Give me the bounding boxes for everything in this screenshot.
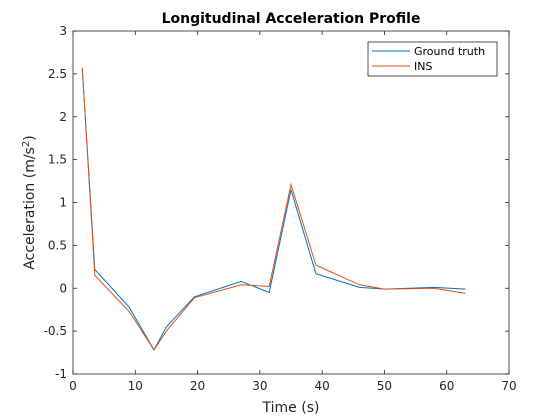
y-tick-label: 2.5 bbox=[48, 67, 67, 81]
x-tick-label: 60 bbox=[439, 379, 454, 393]
y-axis-label-base: Acceleration (m/s bbox=[22, 147, 38, 270]
y-tick-label: 1 bbox=[59, 196, 67, 210]
legend-label-ins: INS bbox=[414, 60, 432, 73]
plot-area bbox=[73, 31, 509, 374]
ticks-layer: 0 10 20 30 40 50 60 70 -1 -0.5 0 0.5 1 1.5 2 2.5 3 bbox=[44, 24, 517, 393]
y-tick-label: 2 bbox=[59, 110, 67, 124]
series-line-ins bbox=[81, 67, 466, 351]
y-axis-label-close: ) bbox=[22, 135, 38, 140]
legend-box bbox=[367, 41, 498, 77]
x-tick-label: 0 bbox=[69, 379, 77, 393]
series-layer bbox=[81, 67, 466, 352]
y-tick-label: 3 bbox=[59, 24, 67, 38]
y-tick-label: 0.5 bbox=[48, 238, 67, 252]
x-tick-label: 50 bbox=[377, 379, 392, 393]
y-tick-label: 0 bbox=[59, 281, 67, 295]
y-tick-label: 1.5 bbox=[48, 153, 67, 167]
x-tick-label: 40 bbox=[315, 379, 330, 393]
y-axis-label: Acceleration (m/s2) bbox=[21, 135, 39, 269]
x-tick-label: 70 bbox=[501, 379, 516, 393]
x-axis-label: Time (s) bbox=[262, 400, 320, 416]
legend-label-ground-truth: Ground truth bbox=[414, 45, 485, 58]
y-tick-label: -1 bbox=[55, 367, 67, 381]
y-axis-label-superscript: 2 bbox=[21, 141, 32, 147]
y-tick-label: -0.5 bbox=[44, 324, 67, 338]
chart-title: Longitudinal Acceleration Profile bbox=[162, 11, 421, 27]
x-tick-label: 30 bbox=[252, 379, 267, 393]
x-tick-label: 10 bbox=[128, 379, 143, 393]
legend: Ground truth INS bbox=[367, 41, 498, 77]
x-tick-label: 20 bbox=[190, 379, 205, 393]
